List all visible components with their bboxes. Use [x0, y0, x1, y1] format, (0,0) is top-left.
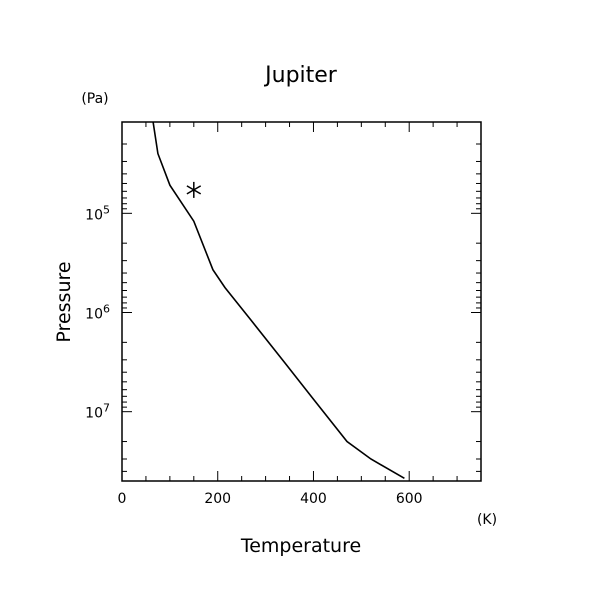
y-tick-label: 105	[85, 203, 110, 223]
x-unit-label: (K)	[477, 512, 497, 528]
y-axis-label: Pressure	[53, 261, 75, 342]
x-tick-label: 400	[300, 491, 327, 507]
tick-marks	[121, 122, 482, 482]
tick-labels: 0 200 400 600 105 106 107	[85, 203, 422, 507]
temperature-profile-line	[152, 121, 405, 479]
series-group	[152, 121, 405, 479]
markers-group	[186, 181, 202, 198]
asterisk-marker	[186, 181, 202, 198]
plot-frame	[121, 121, 482, 482]
x-tick-label: 600	[396, 491, 423, 507]
y-tick-label: 106	[85, 303, 110, 323]
chart-title: Jupiter	[263, 63, 338, 88]
y-tick-label: 107	[85, 402, 110, 422]
y-unit-label: (Pa)	[81, 91, 108, 107]
x-tick-label: 200	[204, 491, 231, 507]
x-tick-label: 0	[118, 491, 127, 507]
x-axis-label: Temperature	[240, 535, 361, 557]
